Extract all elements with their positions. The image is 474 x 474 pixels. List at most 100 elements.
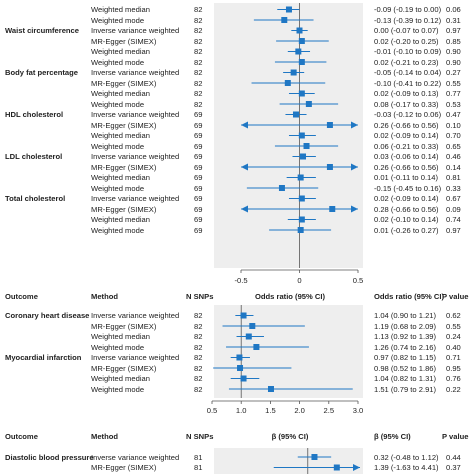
n-snps-value: 82 <box>194 342 203 352</box>
estimate-ci-text: 0.01 (-0.11 to 0.14) <box>374 173 439 182</box>
method-label: MR-Egger (SIMEX) <box>91 363 157 373</box>
ci-arrow-left <box>241 121 248 129</box>
estimate-ci-text: 0.01 (-0.26 to 0.27) <box>374 225 439 235</box>
p-value: 0.46 <box>446 152 461 161</box>
p-value: 0.37 <box>446 463 461 472</box>
n-snps-value: 69 <box>194 162 203 172</box>
x-tick-label: 3.0 <box>352 406 364 415</box>
point-estimate <box>297 174 304 181</box>
p-value: 0.44 <box>446 452 461 462</box>
estimate-ci-text: -0.03 (-0.12 to 0.06) <box>374 110 442 119</box>
n-snps-value: 82 <box>194 363 203 373</box>
method-label: Weighted median <box>91 374 150 383</box>
n-snps-value: 69 <box>194 173 203 182</box>
point-estimate <box>278 185 285 191</box>
estimate-ci-text: 0.32 (-0.48 to 1.12) <box>374 452 439 462</box>
x-tick-label: 2.5 <box>323 406 335 415</box>
point-estimate <box>295 48 302 55</box>
method-label: Weighted median <box>91 332 150 341</box>
estimate-ci-text: 0.03 (-0.06 to 0.14) <box>374 152 439 161</box>
x-tick-label: 2.0 <box>294 406 305 415</box>
p-value: 0.95 <box>446 363 461 373</box>
method-label: Inverse variance weighted <box>91 68 180 77</box>
header-ci: Odds ratio (95% CI) <box>374 292 445 301</box>
n-snps-value: 69 <box>194 194 203 203</box>
x-tick-label: 1.5 <box>265 406 276 415</box>
p-value: 0.27 <box>446 68 461 77</box>
plot-background-0 <box>214 3 363 268</box>
n-snps-value: 69 <box>194 215 203 224</box>
point-estimate <box>290 69 297 76</box>
method-label: Weighted mode <box>91 57 145 67</box>
p-value: 0.97 <box>446 26 461 35</box>
p-value: 0.22 <box>446 384 461 394</box>
header-n-snps: N SNPs <box>186 292 214 301</box>
estimate-ci-text: -0.15 (-0.45 to 0.16) <box>374 183 442 193</box>
point-estimate <box>298 216 305 223</box>
estimate-ci-text: -0.13 (-0.39 to 0.12) <box>374 15 442 25</box>
n-snps-value: 82 <box>194 353 203 362</box>
n-snps-value: 82 <box>194 26 203 35</box>
outcome-label: Body fat percentage <box>5 68 79 77</box>
method-label: MR-Egger (SIMEX) <box>91 162 157 172</box>
n-snps-value: 82 <box>194 5 203 14</box>
p-value: 0.47 <box>446 110 461 119</box>
p-value: 0.74 <box>446 215 461 224</box>
header-n-snps: N SNPs <box>186 432 214 441</box>
p-value: 0.09 <box>446 204 461 214</box>
p-value: 0.77 <box>446 89 461 98</box>
ci-arrow-right <box>351 163 358 171</box>
estimate-ci-text: 0.02 (-0.21 to 0.23) <box>374 57 439 67</box>
estimate-ci-text: 1.13 (0.92 to 1.39) <box>374 332 437 341</box>
estimate-ci-text: 0.02 (-0.20 to 0.25) <box>374 36 439 46</box>
point-estimate <box>240 312 247 319</box>
p-value: 0.06 <box>446 5 461 14</box>
outcome-label: Total cholesterol <box>5 194 66 203</box>
header-method: Method <box>91 432 118 441</box>
n-snps-value: 69 <box>194 183 203 193</box>
estimate-ci-text: 0.02 (-0.09 to 0.14) <box>374 194 439 203</box>
n-snps-value: 82 <box>194 89 203 98</box>
header-ci: β (95% CI) <box>374 432 411 441</box>
method-label: Weighted median <box>91 131 150 140</box>
p-value: 0.90 <box>446 57 461 67</box>
estimate-ci-text: 0.26 (-0.66 to 0.56) <box>374 120 439 130</box>
method-label: MR-Egger (SIMEX) <box>91 36 157 46</box>
estimate-ci-text: -0.09 (-0.19 to 0.00) <box>374 5 442 14</box>
outcome-label: Waist circumference <box>5 26 79 35</box>
method-label: Inverse variance weighted <box>91 26 180 35</box>
point-estimate <box>333 464 340 471</box>
point-estimate <box>253 344 260 350</box>
method-label: Inverse variance weighted <box>91 110 180 119</box>
header-p-value: P value <box>442 292 469 301</box>
estimate-ci-text: 1.51 (0.79 to 2.91) <box>374 384 437 394</box>
point-estimate <box>249 323 256 329</box>
n-snps-value: 82 <box>194 321 203 331</box>
n-snps-value: 82 <box>194 374 203 383</box>
estimate-ci-text: 0.98 (0.52 to 1.86) <box>374 363 437 373</box>
p-value: 0.53 <box>446 99 461 109</box>
estimate-ci-text: 0.97 (0.82 to 1.15) <box>374 353 437 362</box>
n-snps-value: 82 <box>194 15 203 25</box>
point-estimate <box>237 365 244 371</box>
p-value: 0.55 <box>446 321 461 331</box>
n-snps-value: 82 <box>194 57 203 67</box>
ci-arrow-left <box>241 163 248 171</box>
n-snps-value: 82 <box>194 332 203 341</box>
point-estimate <box>326 164 333 170</box>
point-estimate <box>298 132 305 139</box>
outcome-label: Myocardial infarction <box>5 353 82 362</box>
point-estimate <box>298 195 305 202</box>
method-label: Inverse variance weighted <box>91 152 180 161</box>
p-value: 0.71 <box>446 353 461 362</box>
estimate-ci-text: 0.08 (-0.17 to 0.33) <box>374 99 439 109</box>
estimate-ci-text: 1.04 (0.82 to 1.31) <box>374 374 437 383</box>
outcome-label: Coronary heart disease <box>5 311 90 320</box>
n-snps-value: 82 <box>194 36 203 46</box>
point-estimate <box>326 122 333 128</box>
n-snps-value: 81 <box>194 463 203 472</box>
estimate-ci-text: 1.26 (0.74 to 2.16) <box>374 342 437 352</box>
method-label: Weighted mode <box>91 15 145 25</box>
n-snps-value: 69 <box>194 152 203 161</box>
